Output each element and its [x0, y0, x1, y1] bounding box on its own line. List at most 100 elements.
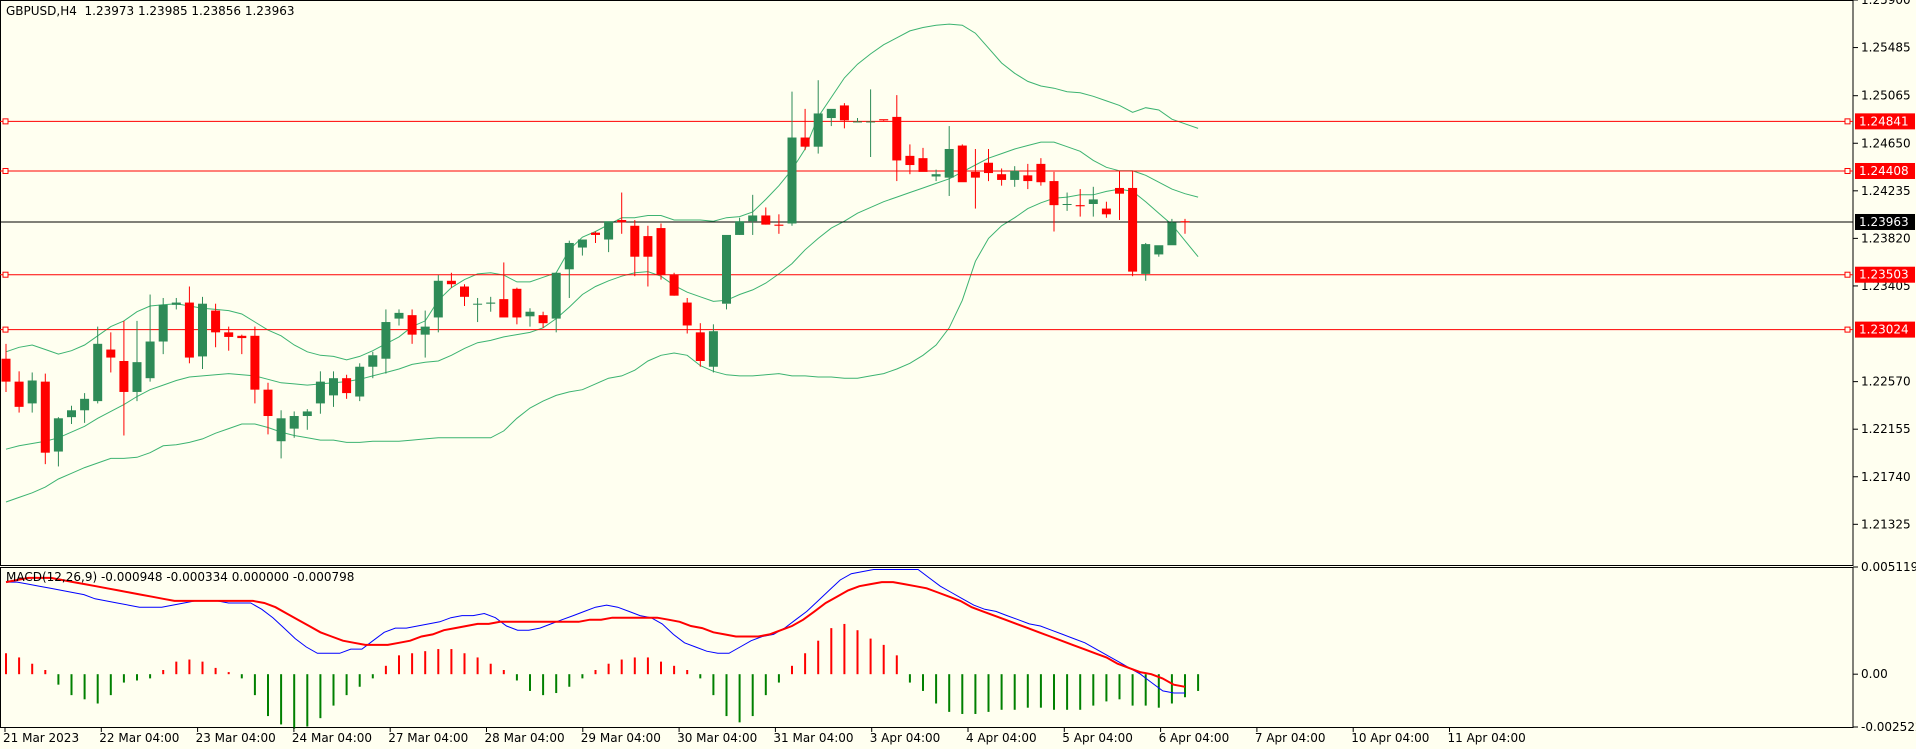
candle-body [669, 275, 679, 296]
level-price-box [1855, 321, 1915, 338]
candle-body [512, 288, 522, 318]
macd-tick-label: 0.00 [1861, 667, 1888, 681]
candle-body [892, 116, 902, 161]
candle-body [813, 113, 823, 147]
candle-body [604, 221, 614, 240]
candle-body [708, 331, 718, 367]
candle-body [1062, 203, 1072, 205]
candle-body [381, 322, 391, 359]
price-tick-label: 1.23820 [1861, 231, 1911, 245]
candle-body [394, 312, 404, 319]
level-price-box [1855, 113, 1915, 130]
candle-body [1180, 221, 1190, 223]
candle-body [839, 105, 849, 121]
bollinger-lower [5, 188, 1199, 503]
macd-signal-line [5, 576, 1186, 688]
candle-body [171, 302, 181, 305]
chart-header: GBPUSD,H4 1.23973 1.23985 1.23856 1.2396… [6, 4, 294, 18]
candle-body [250, 335, 260, 390]
time-axis: 21 Mar 2023 22 Mar 04:00 23 Mar 04:00 24 Ma… [3, 727, 1526, 745]
level-price-label: 1.23024 [1859, 323, 1909, 337]
price-tick-label: 1.25900 [1861, 0, 1911, 7]
candle-body [14, 381, 24, 407]
macd-header: MACD(12,26,9) -0.000948 -0.000334 0.0000… [6, 570, 355, 584]
candle-body [342, 378, 352, 394]
candle-body [918, 158, 928, 172]
candle-body [1128, 187, 1138, 272]
bollinger-upper [5, 23, 1199, 361]
candle-body [119, 361, 129, 392]
candle-body [486, 302, 496, 304]
candle-body [879, 119, 889, 121]
price-tick-label: 1.25485 [1861, 41, 1911, 55]
candle-body [1049, 181, 1059, 206]
time-tick-label: 3 Apr 04:00 [870, 731, 941, 745]
candle-body [263, 389, 273, 417]
candle-body [800, 137, 810, 147]
candle-body [617, 220, 627, 223]
candle-body [564, 242, 574, 270]
candle-body [748, 215, 758, 222]
candle-body [224, 332, 234, 337]
candle-body [551, 272, 561, 319]
price-tick-label: 1.25065 [1861, 89, 1911, 103]
candle-body [761, 215, 771, 225]
candle-body [957, 145, 967, 183]
candle-body [774, 224, 784, 226]
candle-body [276, 418, 286, 442]
macd-main-line [6, 569, 1185, 694]
candle-body [132, 362, 142, 392]
candle-body [1088, 199, 1098, 204]
candle-body [80, 398, 90, 411]
candle-body [1, 358, 11, 382]
candle-body [315, 381, 325, 404]
candle-body [237, 335, 247, 339]
candle-body [853, 121, 862, 123]
candle-body [93, 343, 103, 402]
candle-body [722, 234, 731, 304]
level-price-box [1855, 162, 1915, 179]
time-tick-label: 4 Apr 04:00 [966, 731, 1037, 745]
time-tick-label: 21 Mar 2023 [3, 731, 79, 745]
candle-body [538, 315, 548, 324]
candle-body [368, 355, 378, 367]
time-tick-label: 31 Mar 04:00 [773, 731, 853, 745]
time-tick-label: 23 Mar 04:00 [196, 731, 276, 745]
candle-body [984, 162, 993, 174]
level-handle-left [2, 271, 9, 278]
price-tick-label: 1.24235 [1861, 184, 1911, 198]
level-handle-right [1844, 271, 1851, 278]
level-handle-right [1844, 118, 1851, 125]
candle-body [145, 341, 155, 379]
candle-body [407, 315, 417, 335]
candle-body [1167, 222, 1177, 246]
current-price-box [1855, 213, 1915, 230]
candle-body [525, 311, 535, 317]
candle-body [158, 304, 168, 342]
candle-body [211, 310, 221, 333]
candle-body [695, 332, 705, 362]
candle-body [1115, 187, 1124, 194]
current-price-label: 1.23963 [1859, 215, 1909, 229]
candle-body [198, 303, 207, 357]
price-tick-label: 1.21740 [1861, 470, 1911, 484]
time-tick-label: 6 Apr 04:00 [1159, 731, 1230, 745]
candle-body [735, 221, 745, 235]
time-tick-label: 29 Mar 04:00 [581, 731, 661, 745]
candle-body [970, 171, 980, 178]
candle-body [1023, 175, 1033, 182]
candle-body [302, 411, 312, 417]
candle-body [905, 155, 915, 166]
candle-body [329, 378, 338, 396]
candle-body [866, 121, 876, 123]
time-tick-label: 27 Mar 04:00 [388, 731, 468, 745]
candle-body [656, 228, 666, 276]
time-tick-label: 11 Apr 04:00 [1448, 731, 1526, 745]
level-handle-left [2, 118, 9, 125]
candle-body [53, 418, 63, 452]
time-tick-label: 22 Mar 04:00 [99, 731, 179, 745]
candle-body [682, 302, 692, 326]
